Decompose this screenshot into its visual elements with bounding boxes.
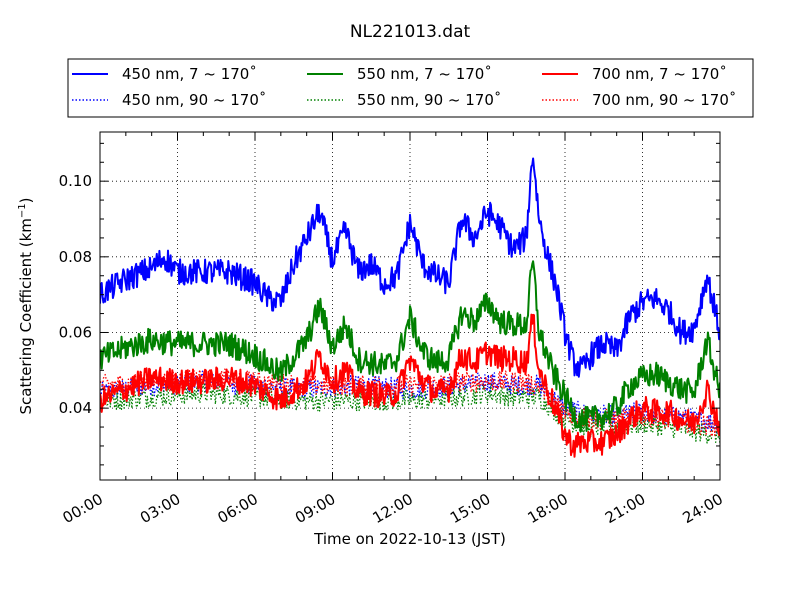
x-tick-label: 06:00 bbox=[215, 490, 261, 527]
y-tick-labels: 0.04 0.06 0.08 0.10 bbox=[59, 172, 92, 417]
x-tick-label: 21:00 bbox=[602, 490, 648, 527]
legend-label-2: 550 nm, 7 ~ 170˚ bbox=[357, 65, 492, 83]
x-tick-label: 00:00 bbox=[60, 490, 106, 527]
legend-label-1: 450 nm, 90 ~ 170˚ bbox=[122, 91, 266, 109]
series-layer bbox=[100, 157, 720, 458]
x-tick-label: 18:00 bbox=[525, 490, 571, 527]
x-tick-label: 15:00 bbox=[447, 490, 493, 527]
x-tick-label: 03:00 bbox=[137, 490, 183, 527]
series-line-5 bbox=[100, 368, 720, 437]
legend-label-0: 450 nm, 7 ~ 170˚ bbox=[122, 65, 257, 83]
y-tick-label: 0.06 bbox=[59, 323, 92, 341]
y-axis-label-close: ) bbox=[17, 197, 35, 203]
legend: 450 nm, 7 ~ 170˚ 450 nm, 90 ~ 170˚ 550 nm,… bbox=[67, 58, 754, 118]
y-axis-label: Scattering Coefficient (km−1) bbox=[17, 197, 35, 414]
x-tick-label: 12:00 bbox=[370, 490, 416, 527]
legend-frame bbox=[67, 58, 754, 118]
series-line-0 bbox=[100, 157, 720, 378]
x-tick-label: 24:00 bbox=[680, 490, 726, 527]
legend-label-5: 700 nm, 90 ~ 170˚ bbox=[592, 91, 736, 109]
legend-label-3: 550 nm, 90 ~ 170˚ bbox=[357, 91, 501, 109]
legend-label-4: 700 nm, 7 ~ 170˚ bbox=[592, 65, 727, 83]
x-axis-label: Time on 2022-10-13 (JST) bbox=[313, 530, 506, 548]
y-tick-label: 0.04 bbox=[59, 399, 92, 417]
y-tick-label: 0.10 bbox=[59, 172, 92, 190]
series-line-4 bbox=[100, 313, 720, 458]
series-line-2 bbox=[100, 260, 720, 433]
x-tick-label: 09:00 bbox=[292, 490, 338, 527]
chart-title: NL221013.dat bbox=[350, 22, 471, 42]
ticks bbox=[99, 132, 721, 480]
series-line-3 bbox=[100, 383, 720, 444]
x-tick-labels: 00:00 03:00 06:00 09:00 12:00 15:00 18:00 21:00… bbox=[60, 490, 726, 527]
y-axis-label-superscript: −1 bbox=[17, 203, 28, 218]
y-axis-label-main: Scattering Coefficient (km bbox=[17, 218, 35, 414]
y-tick-label: 0.08 bbox=[59, 248, 92, 266]
